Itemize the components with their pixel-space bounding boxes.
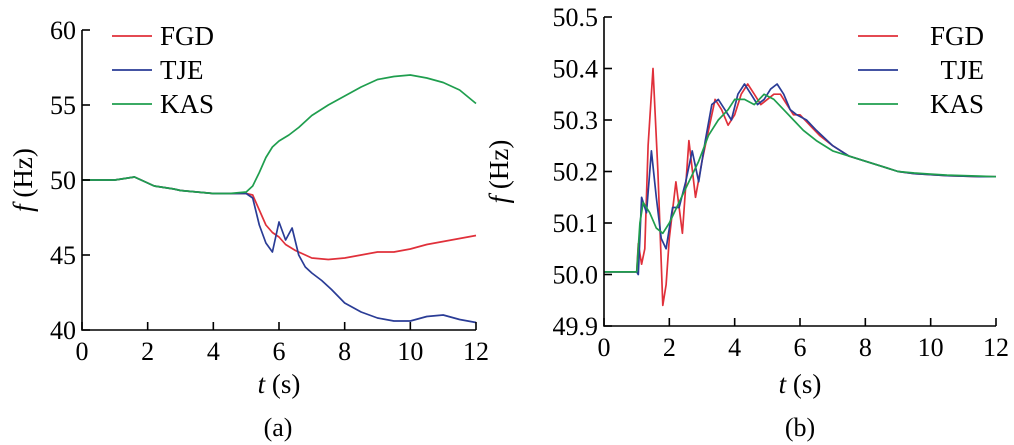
panel-b-series [604, 67, 997, 307]
panel-a-x-tick-label: 0 [76, 337, 89, 366]
panel-a-x-tick-label: 4 [207, 337, 220, 366]
panel-b-y-var: f [484, 192, 514, 203]
panel-b-y-tick-label: 50.0 [553, 261, 599, 290]
panel-b-y-tick-label: 50.4 [553, 55, 599, 84]
panel-b-x-unit: (s) [786, 369, 821, 399]
panel-a-y-unit: (Hz) [8, 148, 38, 204]
panel-a-x-unit: (s) [265, 369, 300, 399]
panel-a-y-tick-label: 45 [50, 241, 76, 270]
panel-a-y-tick-label: 55 [50, 91, 76, 120]
panel-b-axes [603, 17, 996, 327]
panel-a-y-tick-label: 60 [50, 16, 76, 45]
panel-a-x-tick-label: 6 [273, 337, 286, 366]
panel-b-y-tick-label: 50.3 [553, 106, 599, 135]
panel-b-chart: 0 2 4 6 8 10 12 49.9 50.0 50.1 50.2 50.3 50.4 50.5 FG… [484, 3, 1009, 442]
panel-a-x-var: t [258, 369, 267, 399]
panel-b-x-tick-label: 8 [859, 333, 872, 362]
panel-a-legend-kas-label: KAS [160, 89, 214, 119]
panel-a-ticks: 0 2 4 6 8 10 12 40 45 50 55 60 [50, 16, 489, 366]
panel-b-y-tick-label: 50.1 [553, 209, 599, 238]
panel-b-x-tick-label: 4 [728, 333, 741, 362]
panel-b-y-tick-label: 50.5 [553, 3, 599, 32]
panel-a-x-tick-label: 2 [141, 337, 154, 366]
panel-b-legend-kas-label: KAS [930, 89, 984, 119]
panel-a-y-var: f [8, 201, 38, 212]
panel-a-legend-tje-label: TJE [160, 55, 204, 85]
panel-a-y-tick-label: 40 [50, 316, 76, 345]
panel-b-x-tick-label: 10 [918, 333, 944, 362]
panel-b-label: (b) [785, 413, 815, 442]
panel-b-x-tick-label: 2 [663, 333, 676, 362]
panel-b-x-tick-label: 0 [598, 333, 611, 362]
panel-b-y-tick-label: 49.9 [553, 312, 599, 341]
panel-a-x-axis-title: t (s) [258, 369, 301, 399]
panel-a-x-tick-label: 8 [338, 337, 351, 366]
panel-a-legend: FGD TJE KAS [112, 21, 214, 119]
panel-b-y-axis-title: f (Hz) [484, 140, 514, 204]
panel-b-x-var: t [779, 369, 788, 399]
panel-b-legend-tje-label: TJE [941, 55, 985, 85]
panel-a-legend-fgd-label: FGD [160, 21, 214, 51]
panel-a-series-tje-line [82, 176, 477, 324]
panel-a-x-tick-label: 12 [463, 337, 489, 366]
panel-b-x-tick-label: 6 [794, 333, 807, 362]
panel-b-y-tick-label: 50.2 [553, 158, 599, 187]
panel-b-legend-fgd-label: FGD [930, 21, 984, 51]
panel-a-y-axis-title: f (Hz) [8, 148, 38, 212]
panel-b-ticks: 0 2 4 6 8 10 12 49.9 50.0 50.1 50.2 50.3 50.4 50.5 [553, 3, 1010, 362]
panel-b-x-axis-title: t (s) [779, 369, 822, 399]
panel-a-chart: 0 2 4 6 8 10 12 40 45 50 55 60 FGD TJE KAS t (s) f (H… [8, 16, 489, 442]
panel-b-x-tick-label: 12 [983, 333, 1009, 362]
panel-a-y-tick-label: 50 [50, 166, 76, 195]
panel-a-series-kas-line [82, 74, 477, 195]
panel-b-series-kas-line [604, 93, 997, 273]
panel-a-series-fgd-line [82, 176, 477, 261]
panel-a-series [82, 74, 477, 324]
panel-a-x-tick-label: 10 [397, 337, 423, 366]
panel-b-y-unit: (Hz) [484, 140, 514, 196]
panel-a-label: (a) [264, 413, 293, 442]
panel-b-legend: FGD TJE KAS [858, 21, 984, 119]
